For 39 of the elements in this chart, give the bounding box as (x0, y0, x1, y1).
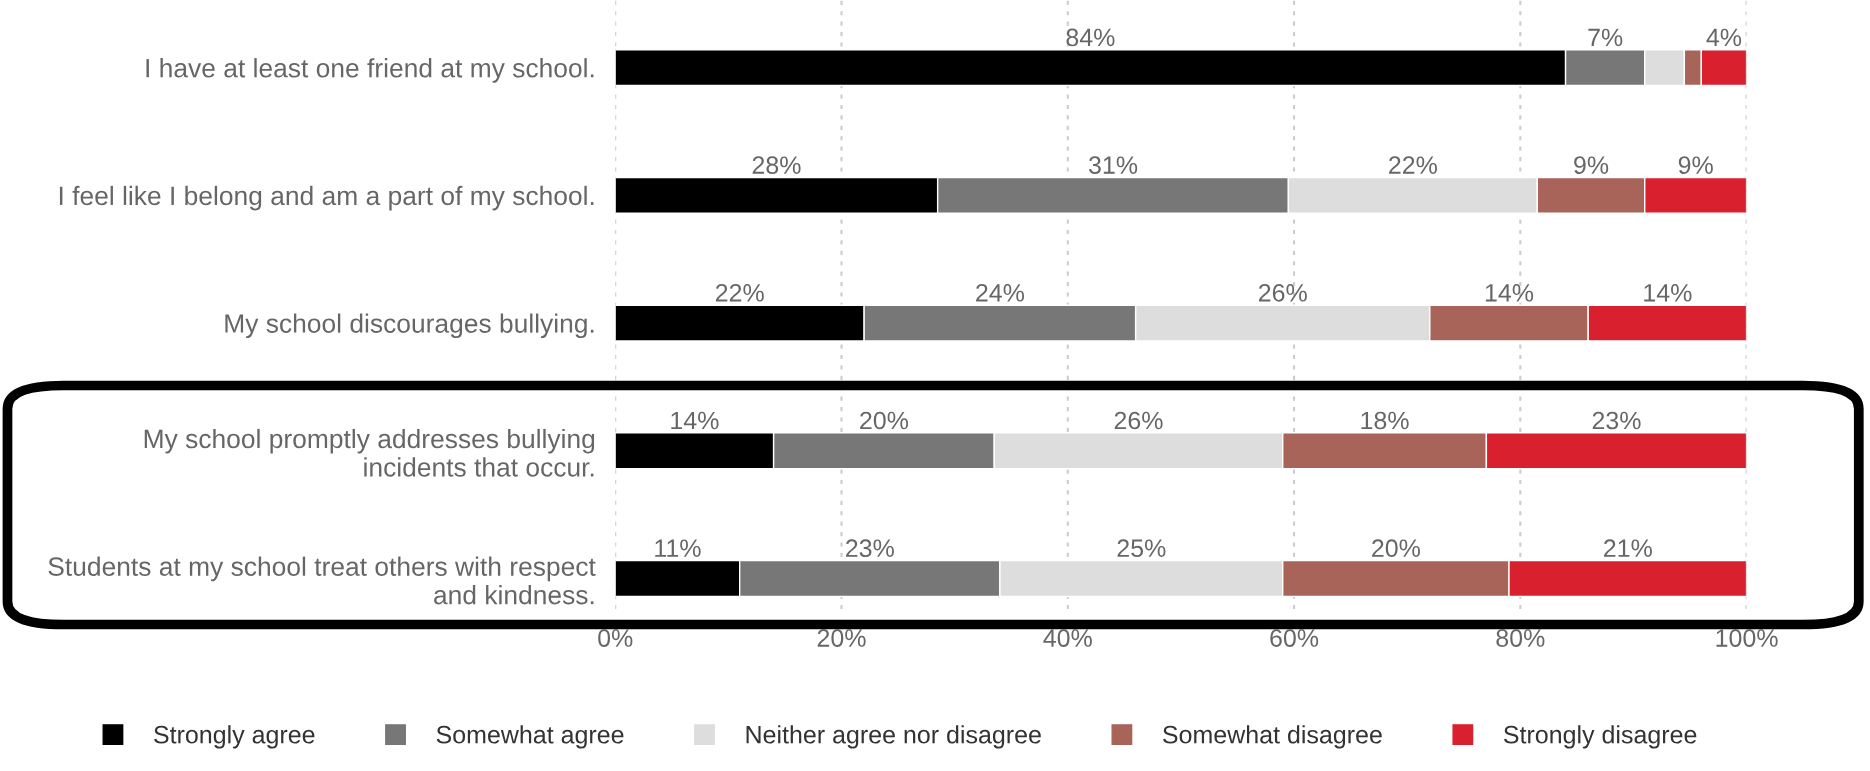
data-label: 20% (1372, 539, 1420, 558)
data-label: 31% (1088, 156, 1138, 174)
legend-label: Strongly agree (154, 725, 315, 749)
data-label: 14% (1644, 284, 1692, 302)
x-tick-label: 0% (598, 629, 633, 647)
y-tick-label: I feel like I belong and am a part of my school. (59, 185, 594, 211)
y-tick-label: My school promptly addresses bullying incidents that occur. (144, 428, 595, 477)
data-label: 26% (1114, 411, 1163, 430)
data-label: 24% (976, 283, 1025, 302)
data-label: 28% (752, 156, 801, 174)
y-tick-label: I have at least one friend at my school. (146, 58, 594, 83)
data-label: 11% (655, 539, 701, 557)
data-label: 21% (1604, 539, 1652, 557)
legend-label: Neither agree nor disagree (746, 725, 1041, 749)
x-tick-label: 60% (1270, 629, 1319, 647)
x-tick-label: 80% (1496, 629, 1545, 647)
data-label: 9% (1678, 156, 1713, 174)
data-label: 9% (1574, 156, 1609, 174)
data-label: 4% (1706, 28, 1742, 47)
y-tick-label: My school discourages bullying. (225, 313, 594, 339)
data-label: 14% (671, 411, 719, 430)
legend-label: Somewhat agree (436, 725, 624, 749)
data-label: 22% (715, 283, 764, 302)
data-label: 7% (1588, 28, 1623, 47)
legend-label: Somewhat disagree (1163, 725, 1382, 749)
x-tick-label: 40% (1043, 629, 1092, 647)
x-tick-label: 100% (1716, 629, 1778, 647)
data-label: 84% (1066, 28, 1115, 47)
data-label: 26% (1258, 283, 1307, 302)
data-label: 23% (1592, 411, 1641, 430)
data-label: 14% (1485, 284, 1534, 302)
legend-label: Strongly disagree (1503, 725, 1697, 749)
x-tick-label: 20% (817, 629, 866, 647)
data-label: 23% (846, 539, 894, 558)
data-label: 22% (1389, 156, 1437, 174)
data-label: 18% (1361, 411, 1409, 430)
data-label: 25% (1117, 539, 1166, 558)
data-label: 20% (860, 411, 909, 430)
y-tick-label: Students at my school treat others with respect and kindness. (48, 556, 596, 605)
